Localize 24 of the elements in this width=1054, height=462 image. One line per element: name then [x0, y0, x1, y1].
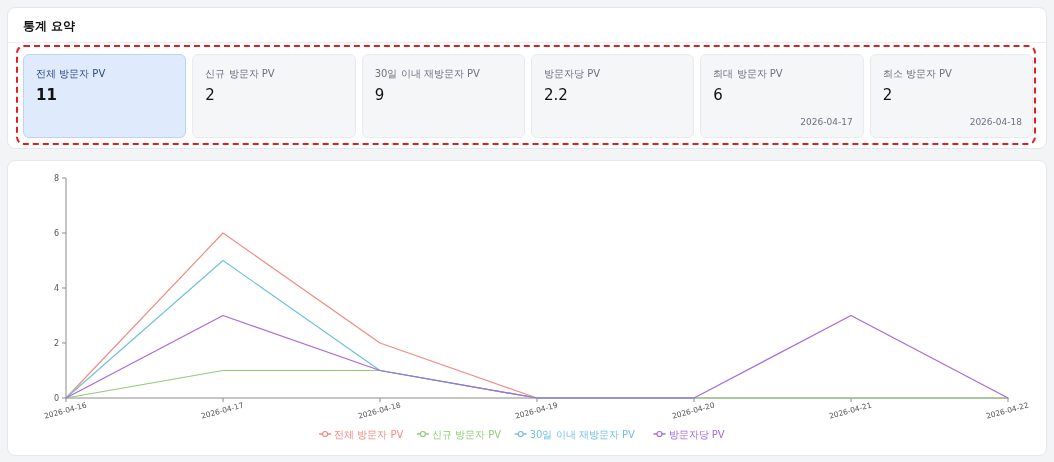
text: 통계 요약: [23, 18, 76, 35]
category-label: 전체 방문자 PV: [36, 67, 106, 81]
legend-label: 방문자당 PV: [668, 428, 725, 440]
y-tick-label: 8: [53, 174, 59, 183]
legend-label: 신규 방문자 PV: [431, 428, 502, 440]
data-label: 2.2: [544, 86, 568, 104]
y-tick-label: 6: [53, 229, 59, 238]
legend-label: 전체 방문자 PV: [334, 428, 404, 440]
category-label: 방문자당 PV: [544, 67, 601, 81]
y-tick-label: 0: [53, 394, 59, 403]
category-label: 신규 방문자 PV: [205, 67, 275, 81]
data-label: 2: [882, 86, 893, 104]
data-label: 2: [205, 86, 215, 104]
legend-label: 30일 이내 재방문자 PV: [529, 428, 635, 440]
text: 2026-04-18: [969, 117, 1022, 127]
category-label: 최대 방문자 PV: [713, 67, 783, 81]
data-label: 11: [36, 86, 57, 104]
y-tick-label: 2: [53, 339, 59, 348]
data-label: 9: [374, 86, 385, 104]
data-label: 6: [713, 86, 723, 104]
text: 2026-04-17: [800, 117, 853, 127]
category-label: 최소 방문자 PV: [882, 67, 952, 81]
category-label: 30일 이내 재방문자 PV: [374, 67, 480, 81]
y-tick-label: 4: [53, 284, 59, 293]
